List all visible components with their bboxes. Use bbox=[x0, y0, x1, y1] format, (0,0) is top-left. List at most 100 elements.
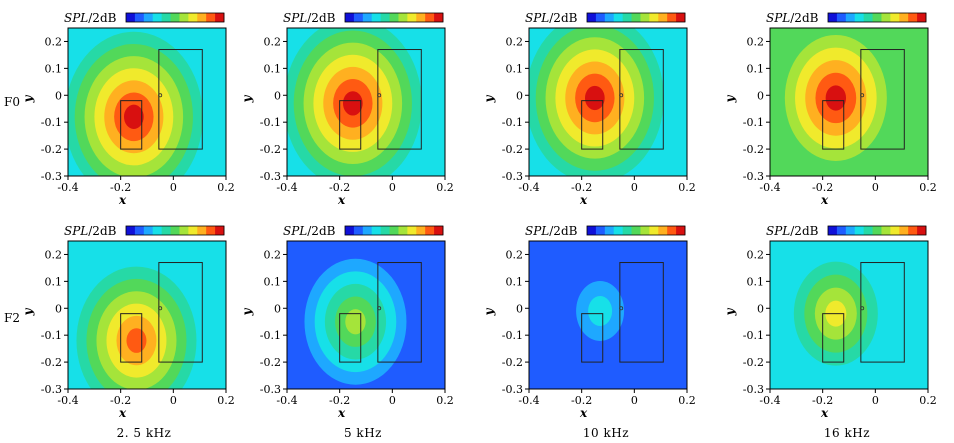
plot-frame bbox=[286, 240, 446, 390]
y-tick-label: 0 bbox=[757, 302, 764, 315]
y-tick-label: -0.2 bbox=[41, 143, 62, 156]
spl-contour-level-10 bbox=[123, 104, 144, 129]
plot-frame bbox=[528, 27, 688, 177]
colorbar-swatch bbox=[845, 13, 856, 22]
colorbar-swatch bbox=[215, 226, 225, 235]
plot-frame bbox=[528, 240, 688, 390]
colorbar-swatch bbox=[863, 13, 873, 22]
colorbar-title-italic: SPL bbox=[525, 11, 549, 25]
colorbar-swatch bbox=[595, 13, 606, 22]
column-label-2-5khz: 2. 5 kHz bbox=[117, 426, 172, 440]
colorbar-title: SPL/2dB bbox=[525, 224, 578, 238]
colorbar-title: SPL/2dB bbox=[766, 224, 819, 238]
reference-point-marker bbox=[158, 93, 163, 98]
y-axis-label: y bbox=[21, 308, 35, 317]
colorbar-swatch bbox=[622, 226, 632, 235]
colorbar-title-unit: /2dB bbox=[790, 11, 818, 25]
x-tick-label: -0.2 bbox=[812, 181, 833, 194]
colorbar-title: SPL/2dB bbox=[64, 224, 117, 238]
plot-frame bbox=[769, 240, 929, 390]
colorbar-swatch bbox=[170, 226, 180, 235]
x-tick-label: 0 bbox=[170, 394, 177, 407]
x-axis-label: x bbox=[118, 193, 127, 207]
colorbar-swatch bbox=[398, 13, 408, 22]
y-tick-label: 0 bbox=[516, 302, 523, 315]
colorbar-swatch bbox=[676, 13, 686, 22]
y-tick-label: -0.1 bbox=[743, 329, 764, 342]
colorbar-swatch bbox=[407, 13, 417, 22]
spl-contour-level-3 bbox=[588, 295, 613, 326]
colorbar-swatch bbox=[640, 13, 650, 22]
y-axis-label: y bbox=[723, 95, 737, 104]
reference-point-marker bbox=[860, 93, 865, 98]
colorbar-swatch bbox=[179, 13, 189, 22]
colorbar-swatch bbox=[188, 13, 198, 22]
colorbar-swatch bbox=[362, 226, 373, 235]
x-tick-label: 0 bbox=[389, 394, 396, 407]
y-axis-label: y bbox=[240, 308, 254, 317]
colorbar-title-unit: /2dB bbox=[307, 11, 335, 25]
colorbar-swatch bbox=[899, 13, 909, 22]
model-outline-small bbox=[339, 313, 362, 363]
reference-point-marker bbox=[619, 306, 624, 311]
colorbar-frame bbox=[827, 225, 927, 236]
colorbar-swatch bbox=[126, 226, 136, 235]
colorbar-swatch bbox=[828, 13, 838, 22]
colorbar-swatch bbox=[416, 13, 426, 22]
x-tick-label: 0.2 bbox=[436, 181, 454, 194]
y-tick-label: -0.3 bbox=[41, 383, 62, 396]
colorbar-swatch bbox=[206, 13, 216, 22]
x-tick-label: -0.2 bbox=[110, 394, 131, 407]
plot-frame bbox=[67, 240, 227, 390]
y-tick-label: 0.2 bbox=[264, 35, 282, 48]
spl-field bbox=[68, 241, 226, 389]
x-tick-label: -0.4 bbox=[57, 394, 78, 407]
colorbar-swatch bbox=[872, 13, 882, 22]
colorbar-title-italic: SPL bbox=[283, 11, 307, 25]
y-axis-label: y bbox=[482, 308, 496, 317]
reference-point-marker bbox=[619, 93, 624, 98]
colorbar-swatch bbox=[649, 13, 659, 22]
colorbar-swatch bbox=[658, 13, 668, 22]
model-outline-small bbox=[581, 313, 604, 363]
spl-field bbox=[529, 241, 687, 389]
column-label-10khz: 10 kHz bbox=[583, 426, 629, 440]
colorbar-swatch bbox=[215, 13, 225, 22]
colorbar-title-unit: /2dB bbox=[549, 224, 577, 238]
colorbar-swatch bbox=[134, 226, 145, 235]
y-tick-label: -0.1 bbox=[502, 116, 523, 129]
colorbar-swatch bbox=[416, 226, 426, 235]
colorbar-swatch bbox=[197, 13, 207, 22]
x-axis-label: x bbox=[820, 193, 829, 207]
reference-point-marker bbox=[860, 306, 865, 311]
y-tick-label: 0.2 bbox=[747, 248, 765, 261]
colorbar-swatch bbox=[170, 13, 180, 22]
colorbar-swatch bbox=[845, 226, 856, 235]
model-outline-large bbox=[860, 262, 905, 363]
y-tick-label: 0.2 bbox=[45, 248, 63, 261]
x-tick-label: 0 bbox=[631, 394, 638, 407]
model-outline-large bbox=[860, 49, 905, 150]
colorbar-swatch bbox=[658, 226, 668, 235]
colorbar-swatch bbox=[353, 13, 364, 22]
colorbar-swatch bbox=[854, 13, 865, 22]
column-label-16khz: 16 kHz bbox=[824, 426, 870, 440]
spl-contour-level-10 bbox=[825, 85, 847, 111]
colorbar-swatch bbox=[425, 226, 435, 235]
colorbar-swatch bbox=[398, 226, 408, 235]
colorbar-title-unit: /2dB bbox=[307, 224, 335, 238]
colorbar-title-italic: SPL bbox=[766, 11, 790, 25]
x-tick-label: 0 bbox=[389, 181, 396, 194]
model-outline-small bbox=[120, 313, 143, 363]
colorbar-swatch bbox=[380, 226, 390, 235]
colorbar-title-italic: SPL bbox=[766, 224, 790, 238]
model-outline-small bbox=[339, 100, 362, 150]
y-tick-label: 0.1 bbox=[747, 62, 765, 75]
colorbar-swatch bbox=[899, 226, 909, 235]
colorbar-title: SPL/2dB bbox=[525, 11, 578, 25]
colorbar-swatch bbox=[872, 226, 882, 235]
model-outline-large bbox=[377, 262, 422, 363]
colorbar-swatch bbox=[622, 13, 632, 22]
colorbar-swatch bbox=[595, 226, 606, 235]
